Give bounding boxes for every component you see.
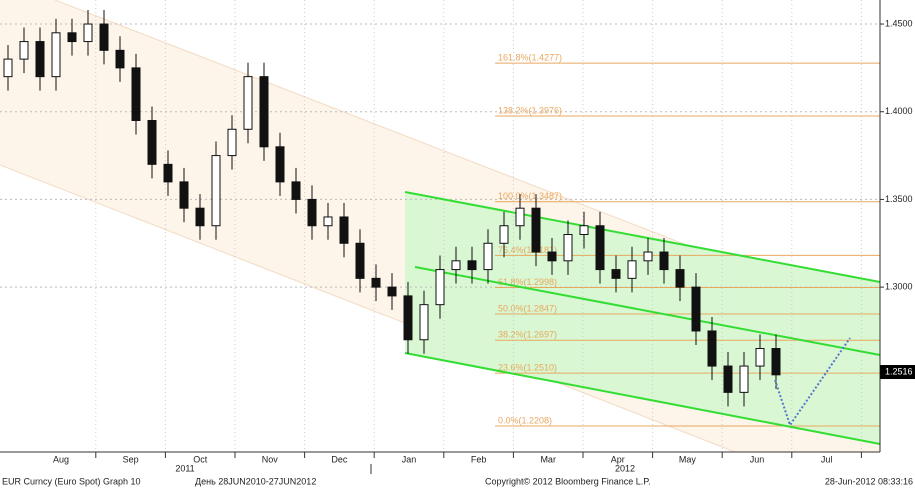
x-tick-label: Sep	[123, 454, 139, 464]
candle-body	[579, 225, 589, 236]
footer-range: День 28JUN2010-27JUN2012	[195, 476, 316, 486]
candle-body	[243, 76, 253, 130]
candle-body	[227, 128, 237, 157]
candle-body	[595, 225, 605, 271]
candle-body	[35, 41, 45, 78]
last-price-label: 1.2516	[885, 366, 913, 376]
x-tick-label: Aug	[53, 454, 69, 464]
y-tick-label: 1.3500	[885, 194, 913, 204]
channel-lower	[404, 352, 881, 445]
candle-body	[371, 277, 381, 288]
candle-body	[259, 76, 269, 148]
fib-label: 38.2%(1.2697)	[498, 330, 557, 340]
projection	[774, 337, 851, 428]
candle-body	[723, 365, 733, 393]
candle-body	[435, 269, 445, 306]
candle-body	[83, 23, 93, 43]
fib-label: 138.2%(1.3976)	[498, 105, 562, 115]
candle-body	[211, 155, 221, 227]
last-price-box	[880, 365, 915, 380]
channel-middle	[414, 266, 881, 356]
candle-body	[147, 119, 157, 165]
fib-label: 76.4%(1.3181)	[498, 245, 557, 255]
candle-body	[51, 32, 61, 78]
candle-body	[643, 251, 653, 262]
candle-body	[467, 260, 477, 271]
candle-body	[307, 198, 317, 227]
fib-label: 23.6%(1.2510)	[498, 362, 557, 372]
y-tick-label: 1.4000	[885, 106, 913, 116]
trend-band-edge	[0, 164, 736, 453]
candle-body	[707, 330, 717, 367]
x-tick-label: Nov	[262, 454, 279, 464]
y-tick-label: 1.4500	[885, 18, 913, 28]
x-tick-label: May	[679, 454, 697, 464]
x-tick-label: Jun	[750, 454, 765, 464]
fib-label: 161.8%(1.4277)	[498, 53, 562, 63]
candle-body	[131, 67, 141, 121]
candle-body	[627, 260, 637, 279]
y-tick-label: 1.3000	[885, 282, 913, 292]
x-tick-label: Jan	[402, 454, 417, 464]
candle-body	[675, 269, 685, 288]
candle-body	[291, 181, 301, 200]
candle-body	[691, 286, 701, 332]
candle-body	[275, 146, 285, 183]
candle-body	[19, 41, 29, 60]
x-tick-label: Feb	[471, 454, 487, 464]
candle-body	[755, 348, 765, 367]
candle-body	[483, 242, 493, 271]
footer-date: 28-Jun-2012 08:33:16	[825, 476, 913, 486]
candle-body	[323, 216, 333, 227]
candle-body	[739, 365, 749, 393]
candle-body	[179, 181, 189, 209]
footer-left: EUR Curncy (Euro Spot) Graph 10	[2, 476, 141, 486]
x-tick-label: Apr	[611, 454, 625, 464]
candle-body	[115, 49, 125, 69]
year-label: 2011	[175, 463, 194, 473]
candle-body	[387, 286, 397, 297]
candle-body	[771, 348, 781, 376]
candle-body	[611, 269, 621, 279]
x-tick-label: Jul	[821, 454, 833, 464]
fib-label: 0.0%(1.2208)	[498, 415, 552, 425]
fib-label: 50.0%(1.2847)	[498, 303, 557, 313]
candle-body	[419, 304, 429, 341]
candle-body	[659, 251, 669, 271]
candle-body	[355, 242, 365, 279]
candle-body	[195, 207, 205, 227]
x-tick-label: Dec	[331, 454, 348, 464]
fib-label: 100.0%(1.3487)	[498, 191, 562, 201]
year-label: 2012	[615, 463, 635, 473]
candle-body	[99, 23, 109, 51]
candle-body	[67, 32, 77, 43]
x-tick-label: Oct	[193, 454, 208, 464]
candle-body	[547, 251, 557, 262]
candle-body	[3, 58, 13, 78]
candle-body	[339, 216, 349, 244]
fib-label: 61.8%(1.2998)	[498, 277, 557, 287]
candle-body	[515, 207, 525, 227]
footer-copyright: Copyright© 2012 Bloomberg Finance L.P.	[485, 476, 651, 486]
candle-body	[531, 207, 541, 253]
channel-upper	[404, 191, 881, 283]
x-tick-label: Mar	[540, 454, 556, 464]
candle-body	[499, 225, 509, 244]
candle-body	[451, 260, 461, 271]
candle-body	[403, 295, 413, 341]
candle-body	[563, 234, 573, 262]
candle-body	[163, 163, 173, 183]
